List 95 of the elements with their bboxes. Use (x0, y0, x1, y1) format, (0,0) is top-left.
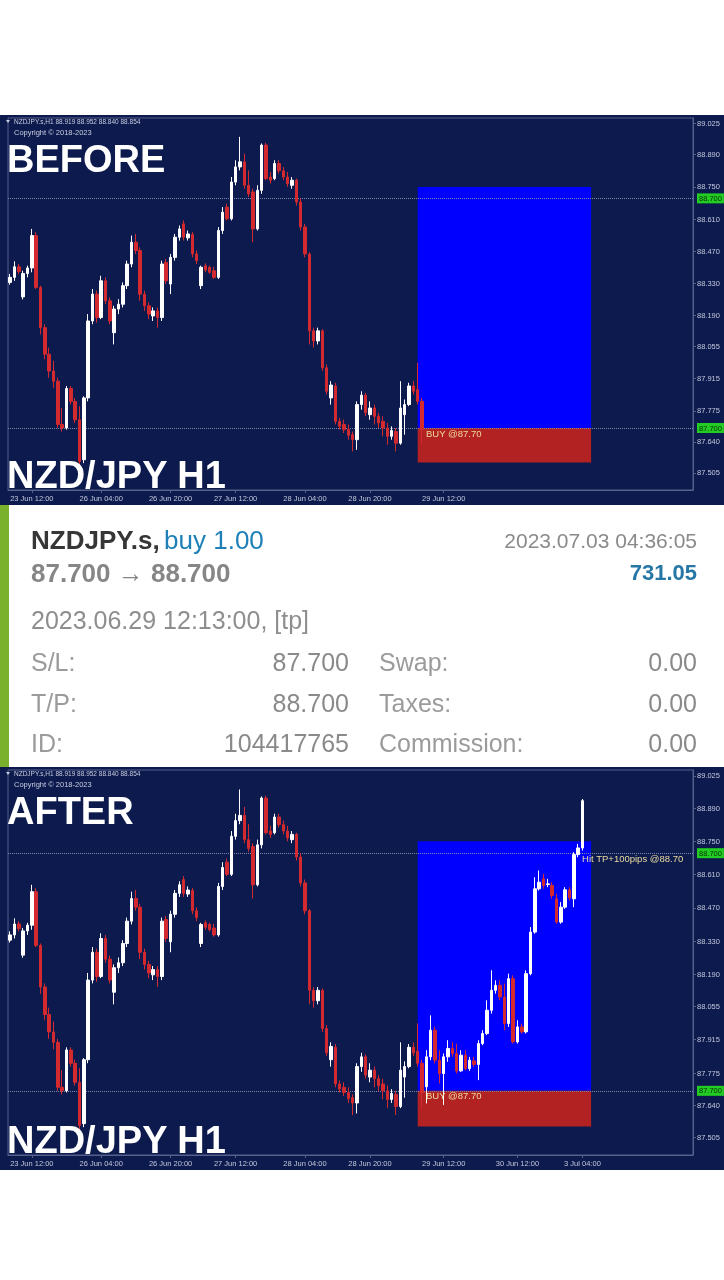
candlestick (390, 425, 393, 441)
text: Taxes: (379, 688, 452, 717)
candlestick (273, 813, 276, 835)
candlestick (316, 986, 320, 1005)
candlestick (17, 263, 21, 275)
candlestick (204, 919, 207, 931)
annotation: BUY @87.70 (426, 427, 482, 439)
candlestick (472, 1056, 476, 1068)
candlestick (95, 290, 99, 324)
candlestick (65, 385, 68, 431)
candlestick (368, 400, 372, 421)
text: 104417765 (223, 728, 349, 757)
candlestick (394, 427, 398, 452)
candlestick (160, 260, 164, 322)
text: NZDJPY.s, (31, 525, 160, 555)
candlestick (164, 258, 168, 285)
text: 0.00 (648, 647, 697, 676)
candlestick (17, 920, 21, 932)
candlestick (511, 974, 515, 1045)
candlestick (555, 893, 558, 925)
candlestick (264, 795, 268, 835)
candlestick (520, 1023, 524, 1035)
candlestick (364, 1053, 367, 1080)
candlestick (151, 965, 155, 981)
candlestick (212, 266, 216, 280)
candlestick (182, 219, 185, 242)
text: 88.700 (272, 688, 349, 717)
candlestick (199, 922, 203, 948)
candlestick (373, 1066, 376, 1088)
candlestick (364, 392, 367, 417)
candlestick (568, 886, 571, 901)
text: 0.00 (648, 688, 697, 717)
text: BEFORE (7, 138, 166, 180)
candlestick (182, 875, 185, 898)
candlestick (368, 1062, 372, 1083)
candlestick (156, 965, 159, 988)
text: 87.700 (272, 647, 349, 676)
candlestick (455, 1043, 458, 1074)
text: NZD/JPY H1 (7, 1119, 226, 1161)
text: 87.700 → 88.700 (31, 558, 231, 588)
candlestick (286, 825, 289, 842)
candlestick (390, 1088, 393, 1104)
candlestick (290, 176, 294, 190)
candlestick (394, 1090, 398, 1116)
text: buy 1.00 (164, 525, 264, 555)
candlestick (329, 380, 333, 406)
candlestick (212, 923, 216, 938)
candlestick (507, 973, 510, 1028)
candlestick (550, 881, 554, 900)
candlestick (99, 932, 103, 979)
candlestick (264, 142, 268, 181)
candlestick (225, 203, 229, 221)
candlestick (21, 927, 25, 959)
candlestick (160, 917, 164, 981)
candlestick (151, 306, 155, 322)
candlestick (204, 262, 207, 273)
candlestick (542, 873, 545, 890)
candlestick (334, 1043, 337, 1088)
text: NZD/JPY H1 (7, 454, 226, 496)
candlestick (164, 915, 168, 943)
candlestick (30, 228, 34, 273)
candlestick (95, 948, 99, 983)
candlestick (65, 1046, 68, 1093)
candlestick (334, 382, 337, 426)
candlestick (399, 1041, 402, 1109)
candlestick (30, 884, 34, 931)
candlestick (516, 1019, 519, 1045)
candlestick (99, 275, 103, 320)
text: Swap: (379, 647, 449, 676)
text: S/L: (31, 647, 76, 676)
candlestick (186, 230, 190, 242)
candlestick (156, 306, 159, 329)
candlestick (468, 1056, 471, 1072)
text: T/P: (31, 688, 77, 717)
text: 0.00 (648, 728, 697, 757)
text: 2023.06.29 12:13:00, [tp] (31, 605, 310, 634)
candlestick (464, 1049, 467, 1071)
candlestick (329, 1041, 333, 1068)
candlestick (373, 404, 376, 426)
text: Commission: (379, 728, 524, 757)
candlestick (21, 270, 25, 300)
text: ID: (31, 728, 63, 757)
candlestick (399, 380, 402, 446)
candlestick (546, 878, 550, 888)
candlestick (286, 171, 289, 188)
candlestick (199, 265, 203, 290)
candlestick (273, 159, 276, 181)
candlestick (225, 858, 229, 877)
candlestick (186, 885, 190, 898)
candlestick (459, 1049, 463, 1073)
text: AFTER (7, 790, 134, 832)
candlestick (290, 830, 294, 844)
candlestick (316, 327, 320, 345)
text: 731.05 (629, 560, 697, 585)
text: 2023.07.03 04:36:05 (504, 528, 697, 552)
